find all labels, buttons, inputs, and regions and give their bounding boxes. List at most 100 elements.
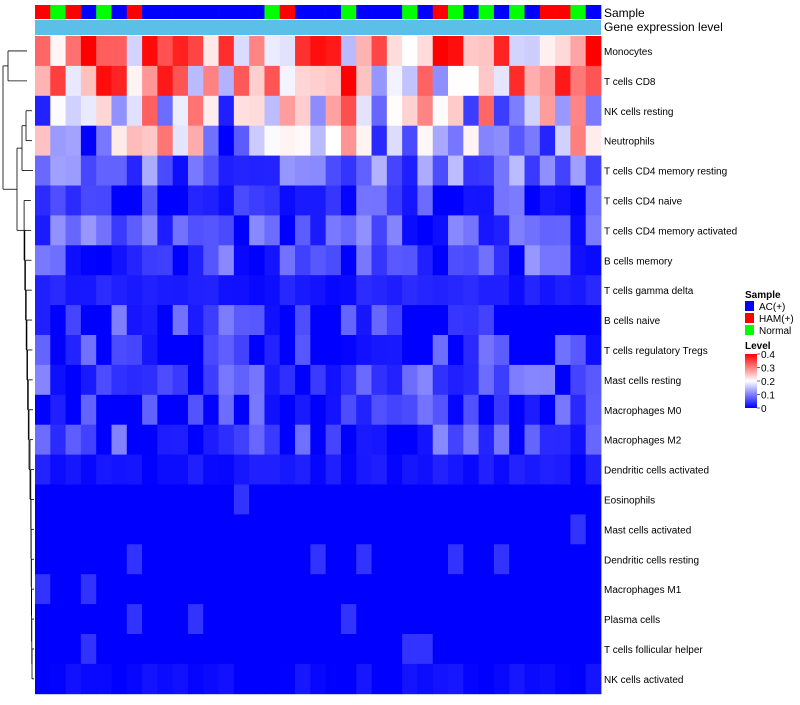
heatmap-cell [539,364,556,396]
heatmap-cell [310,484,327,515]
heatmap-cell [340,574,357,605]
heatmap-cell [50,634,66,665]
sample-annotation-cell [310,5,326,19]
heatmap-cell [539,544,556,575]
heatmap-cell [126,394,143,426]
heatmap-cell [126,275,143,306]
heatmap-cell [111,215,128,246]
heatmap-cell [386,364,403,396]
heatmap-cell [172,36,189,67]
heatmap-cell [50,65,66,97]
heatmap-cell [233,424,250,455]
heatmap-cell [187,125,204,156]
heatmap-cell [585,604,602,635]
heatmap-cell [111,155,128,186]
heatmap-cell [96,305,112,336]
heatmap-cell [233,544,250,575]
heatmap-cell [356,604,372,635]
heatmap-cell [448,574,464,605]
sample-annotation-label: Sample [604,6,645,20]
heatmap-cell [249,245,265,276]
heatmap-cell [172,663,189,695]
heatmap-cell [402,125,418,156]
heatmap-cell [80,364,97,396]
heatmap-cell [187,335,204,366]
heatmap-cell [478,95,495,127]
legend-group-label: HAM(+) [759,314,794,325]
heatmap-cell [96,155,112,186]
heatmap-cell [371,275,388,306]
heatmap-cell [570,155,587,186]
heatmap-cell [65,514,82,545]
heatmap-cell [448,125,464,156]
heatmap-cell [478,424,495,455]
heatmap-cell [264,305,281,336]
heatmap-cell [509,663,525,695]
heatmap-cell [157,394,174,426]
heatmap-cell [157,634,174,665]
heatmap-cell [448,215,464,246]
heatmap-cell [585,185,602,216]
heatmap-cell [310,155,327,186]
heatmap-cell [340,663,357,695]
heatmap-cell [35,95,51,127]
heatmap-cell [432,215,449,246]
heatmap-cell [539,394,556,426]
heatmap-cell [126,305,143,336]
heatmap-cell [111,125,128,156]
heatmap-cell [65,574,82,605]
heatmap-cell [310,125,327,156]
heatmap-cell [233,484,250,515]
heatmap-cell [157,514,174,545]
row-label: NK cells resting [604,107,673,118]
heatmap-cell [187,574,204,605]
heatmap-cell [50,215,66,246]
heatmap-cell [96,604,112,635]
heatmap-cell [249,454,265,485]
heatmap-cell [417,663,434,695]
heatmap-cell [325,663,342,695]
heatmap-cell [340,36,357,67]
heatmap-cell [264,275,281,306]
sample-annotation-cell [264,5,281,19]
heatmap-cell [203,335,219,366]
heatmap-cell [187,245,204,276]
heatmap-cell [493,663,510,695]
heatmap-cell [126,424,143,455]
heatmap-cell [463,663,480,695]
heatmap-cell [310,185,327,216]
heatmap-cell [417,125,434,156]
heatmap-cell [65,95,82,127]
heatmap-cell [50,305,66,336]
heatmap-cell [371,125,388,156]
heatmap-cell [249,604,265,635]
heatmap-cell [402,663,418,695]
heatmap-cell [142,424,158,455]
heatmap-cell [157,275,174,306]
row-labels: Monocytes T cells CD8 NK cells resting Neut… [604,47,737,686]
heatmap-cell [96,514,112,545]
heatmap-cell [126,634,143,665]
heatmap-cell [585,215,602,246]
heatmap-cell [96,36,112,67]
heatmap-cell [50,663,66,695]
heatmap-cell [539,65,556,97]
heatmap-cell [142,454,158,485]
heatmap-cell [203,544,219,575]
heatmap-cell [402,454,418,485]
legend-level-ticks: 0.4 0.3 0.2 0.1 0 [757,350,775,415]
sample-annotation-cell [218,5,235,19]
heatmap-cell [371,335,388,366]
heatmap-cell [126,574,143,605]
heatmap-cell [340,364,357,396]
sample-annotation-cell [417,5,434,19]
heatmap-cell [172,514,189,545]
heatmap-cell [233,275,250,306]
heatmap-cell [157,245,174,276]
heatmap-cell [233,185,250,216]
heatmap-cell [50,544,66,575]
heatmap-cell [80,245,97,276]
heatmap-cell [448,394,464,426]
heatmap-cell [233,125,250,156]
heatmap-cell [80,544,97,575]
